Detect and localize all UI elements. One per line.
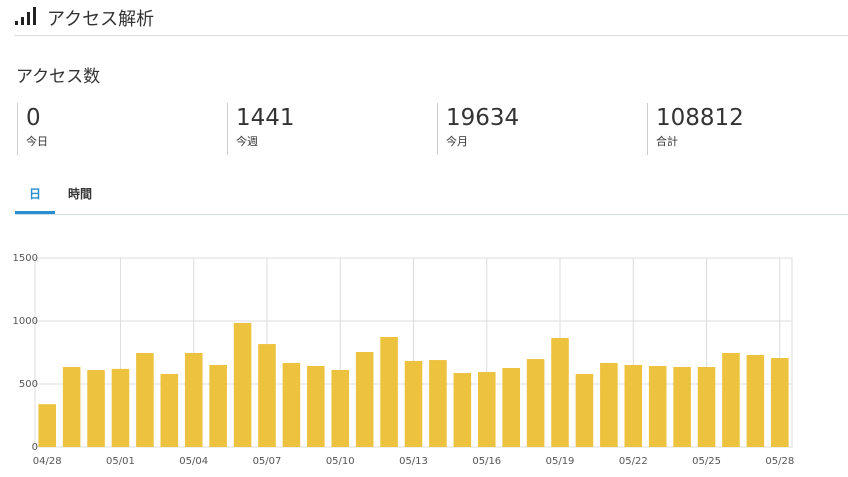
- header-title: アクセス解析: [47, 9, 155, 30]
- tab[interactable]: 時間: [68, 187, 93, 201]
- bar: [453, 373, 472, 447]
- bar: [160, 373, 179, 447]
- bar: [184, 353, 203, 447]
- bar: [697, 366, 716, 447]
- tab[interactable]: 日: [29, 187, 42, 201]
- bar: [722, 353, 740, 447]
- divider: [14, 35, 848, 36]
- bar: [404, 360, 423, 447]
- stat-label: 今日: [26, 135, 48, 148]
- x-tick-label: 05/13: [399, 456, 428, 467]
- bar: [648, 365, 667, 447]
- x-tick-label: 05/10: [326, 456, 355, 467]
- bar: [673, 366, 691, 447]
- bar: [526, 359, 545, 447]
- stat-value: 108812: [656, 105, 744, 131]
- stat-value: 0: [26, 105, 41, 131]
- bar: [380, 337, 398, 447]
- stat-value: 1441: [236, 105, 295, 131]
- tab-line: [15, 214, 848, 215]
- x-tick-label: 05/22: [619, 456, 648, 467]
- signal-icon: [15, 7, 36, 25]
- bar: [38, 404, 57, 447]
- bar: [136, 353, 154, 447]
- bar: [551, 338, 569, 447]
- x-tick-label: 05/19: [546, 456, 575, 467]
- stat-label: 合計: [656, 135, 678, 148]
- y-tick-label: 500: [19, 379, 38, 390]
- x-tick-label: 05/16: [472, 456, 501, 467]
- bar: [429, 360, 447, 447]
- stat: 19634 今月: [437, 103, 519, 155]
- x-tick-label: 05/28: [765, 456, 794, 467]
- bar: [111, 368, 130, 447]
- x-tick-label: 04/28: [33, 456, 62, 467]
- bar: [233, 323, 252, 447]
- x-tick-label: 05/01: [106, 456, 135, 467]
- y-tick-label: 0: [32, 442, 38, 453]
- bar: [502, 367, 520, 447]
- bar: [282, 362, 301, 447]
- stat-label: 今月: [446, 135, 468, 148]
- stat: 1441 今週: [227, 103, 295, 155]
- section-title: アクセス数: [16, 67, 101, 87]
- bar: [62, 366, 81, 447]
- stat: 108812 合計: [647, 103, 744, 155]
- bar: [331, 370, 350, 447]
- bar: [477, 372, 496, 447]
- tab-indicator: [15, 211, 55, 214]
- bar: [624, 364, 643, 447]
- bar: [600, 362, 618, 447]
- y-tick-label: 1000: [13, 316, 38, 327]
- bar: [87, 370, 105, 447]
- x-tick-label: 05/07: [253, 456, 282, 467]
- bar: [770, 358, 789, 447]
- y-tick-label: 1500: [13, 253, 38, 264]
- bar: [746, 355, 765, 447]
- stat-value: 19634: [446, 105, 520, 131]
- stat-label: 今週: [236, 135, 258, 148]
- stat: 0 今日: [17, 103, 48, 155]
- x-tick-label: 05/04: [179, 456, 208, 467]
- bar: [258, 344, 276, 447]
- bar: [307, 365, 325, 447]
- bar: [209, 364, 227, 447]
- bar: [575, 373, 594, 447]
- x-tick-label: 05/25: [692, 456, 721, 467]
- bar: [355, 351, 374, 447]
